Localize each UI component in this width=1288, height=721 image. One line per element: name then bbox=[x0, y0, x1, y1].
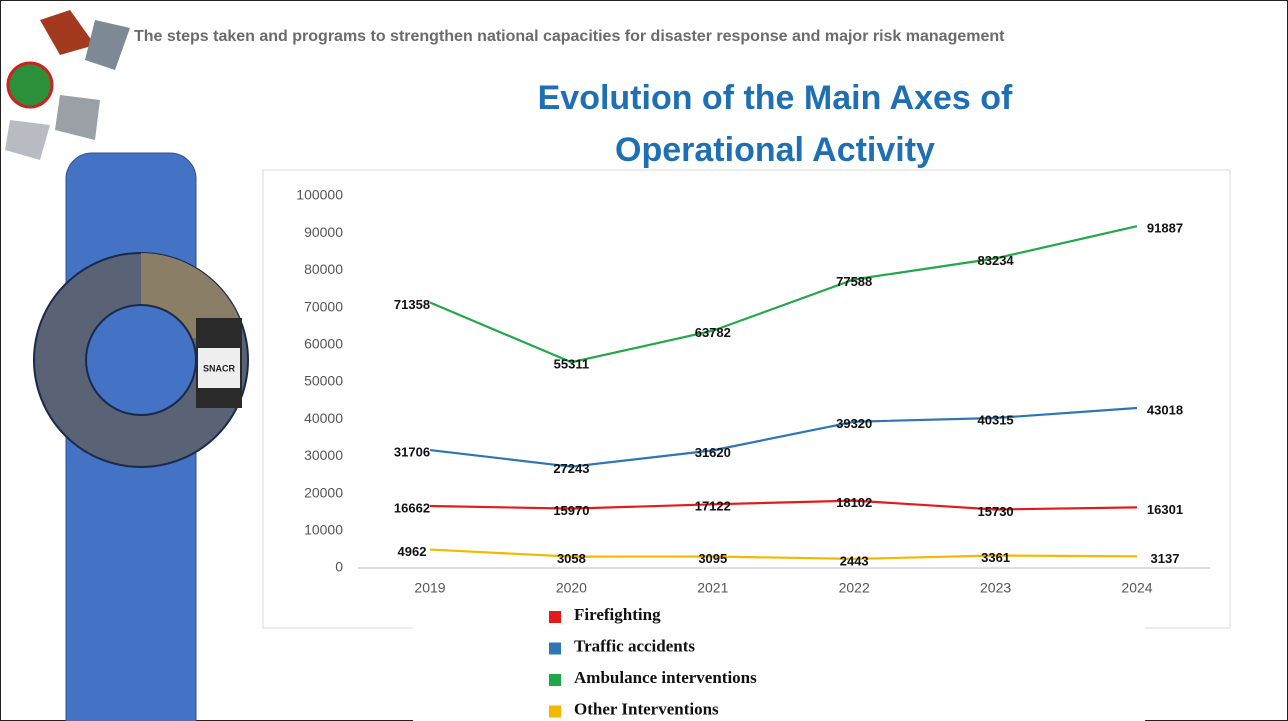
data-label: 43018 bbox=[1147, 402, 1183, 417]
y-tick-label: 0 bbox=[335, 559, 343, 575]
x-tick-label: 2022 bbox=[839, 580, 870, 596]
y-tick-label: 20000 bbox=[304, 484, 343, 500]
y-tick-label: 30000 bbox=[304, 447, 343, 463]
legend-label: Other Interventions bbox=[574, 699, 719, 718]
data-label: 16301 bbox=[1147, 502, 1183, 517]
data-label: 3058 bbox=[557, 551, 586, 566]
legend-label: Firefighting bbox=[574, 605, 661, 624]
data-label: 15730 bbox=[978, 504, 1014, 519]
data-label: 18102 bbox=[836, 495, 872, 510]
data-label: 55311 bbox=[554, 357, 589, 372]
y-tick-label: 100000 bbox=[296, 187, 343, 203]
data-label: 2443 bbox=[840, 553, 869, 568]
data-label: 83234 bbox=[978, 253, 1015, 268]
x-tick-label: 2021 bbox=[697, 580, 728, 596]
legend-swatch bbox=[549, 706, 561, 718]
data-label: 31706 bbox=[394, 444, 430, 459]
y-tick-label: 40000 bbox=[304, 410, 343, 426]
data-label: 77588 bbox=[836, 274, 872, 289]
data-label: 3095 bbox=[698, 551, 727, 566]
data-label: 3361 bbox=[981, 550, 1010, 565]
x-tick-label: 2020 bbox=[556, 580, 587, 596]
x-tick-label: 2019 bbox=[414, 580, 445, 596]
legend-swatch bbox=[549, 611, 561, 623]
y-tick-label: 60000 bbox=[304, 336, 343, 352]
y-tick-label: 70000 bbox=[304, 298, 343, 314]
data-label: 16662 bbox=[394, 500, 430, 515]
y-tick-label: 80000 bbox=[304, 261, 343, 277]
y-tick-label: 10000 bbox=[304, 522, 343, 538]
legend-swatch bbox=[549, 643, 561, 655]
y-tick-label: 90000 bbox=[304, 224, 343, 240]
data-label: 91887 bbox=[1147, 221, 1183, 236]
chart: 0 10000 20000 30000 40000 50000 60000 70000 8000… bbox=[0, 0, 1288, 721]
data-label: 27243 bbox=[553, 461, 589, 476]
data-label: 17122 bbox=[695, 499, 731, 514]
legend-label: Ambulance interventions bbox=[574, 668, 757, 687]
page: {"header": "The steps taken and programs… bbox=[0, 0, 1288, 721]
data-label: 3137 bbox=[1151, 551, 1180, 566]
data-label: 40315 bbox=[978, 412, 1014, 427]
data-label: 39320 bbox=[836, 416, 872, 431]
data-label: 15970 bbox=[553, 503, 589, 518]
x-tick-label: 2023 bbox=[980, 580, 1011, 596]
data-label: 71358 bbox=[394, 297, 430, 312]
data-label: 63782 bbox=[695, 325, 731, 340]
data-label: 31620 bbox=[695, 445, 731, 460]
y-tick-label: 50000 bbox=[304, 373, 343, 389]
legend-swatch bbox=[549, 674, 561, 686]
legend-area bbox=[413, 600, 1145, 721]
x-tick-label: 2024 bbox=[1121, 580, 1152, 596]
legend-label: Traffic accidents bbox=[574, 636, 695, 655]
data-label: 4962 bbox=[398, 544, 427, 559]
